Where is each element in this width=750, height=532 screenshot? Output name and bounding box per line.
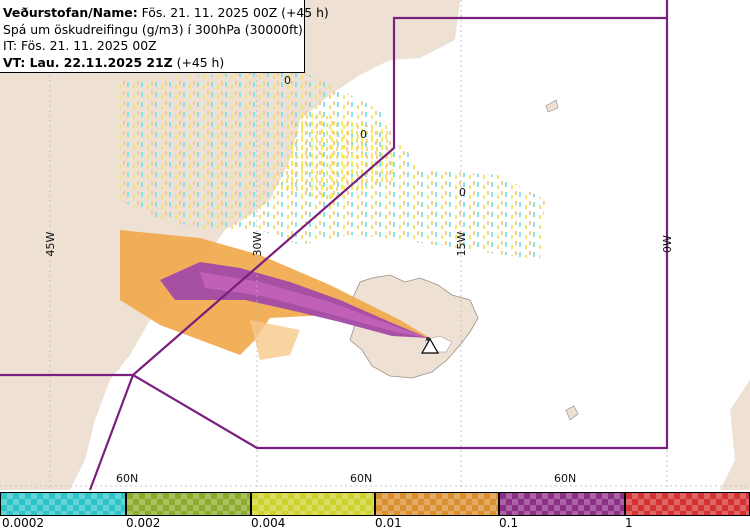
agency-name: Veðurstofan/Name: — [3, 5, 138, 20]
concentration-legend — [0, 490, 750, 532]
ash-dispersion-map — [0, 0, 750, 490]
legend-swatch-green — [126, 492, 251, 516]
small-island — [545, 99, 559, 113]
volcano-marker-icon — [420, 337, 440, 354]
header-line-3: IT: Fös. 21. 11. 2025 00Z — [3, 38, 157, 54]
legend-swatch-orange — [375, 492, 499, 516]
header-line-2: Spá um öskudreifingu (g/m3) í 300hPa (30… — [3, 21, 303, 37]
fir-boundary — [0, 0, 669, 490]
lat-label: 60N — [554, 472, 576, 485]
legend-tick-label: 0.002 — [126, 516, 161, 530]
legend-swatch-yellow — [251, 492, 375, 516]
contour-zero-label: 0 — [284, 74, 291, 87]
lon-label-30w: 30W — [251, 231, 264, 256]
valid-time: VT: Lau. 22.11.2025 21Z — [3, 54, 173, 70]
grid-label-layer: 45W 30W 15W 0W 60N 60N 60N 0 0 0 — [44, 74, 674, 485]
lat-label: 60N — [116, 472, 138, 485]
lon-label-0w: 0W — [661, 235, 674, 253]
legend-tick-label: 0.0002 — [2, 516, 44, 530]
forecast-header: Veðurstofan/Name: Fös. 21. 11. 2025 00Z … — [0, 0, 329, 73]
ash-low-concentration-core — [280, 110, 395, 200]
legend-swatch-cyan — [0, 492, 126, 516]
greenland-west-strip — [0, 70, 120, 370]
legend-swatch-purple — [499, 492, 625, 516]
legend-swatch-red — [625, 492, 750, 516]
ash-mid-light — [250, 320, 300, 360]
contour-zero-label: 0 — [360, 128, 367, 141]
legend-tick-label: 1 — [625, 516, 633, 530]
legend-tick-label: 0.1 — [499, 516, 519, 530]
lat-label: 60N — [350, 472, 372, 485]
header-line-4: VT: Lau. 22.11.2025 21Z (+45 h) — [3, 55, 304, 72]
volcano-source-icon — [426, 337, 430, 341]
lon-label-45w: 45W — [44, 231, 57, 256]
forecast-date: Fös. 21. 11. 2025 00Z (+45 h) — [137, 5, 329, 20]
small-island — [565, 405, 579, 421]
valid-offset: (+45 h) — [172, 54, 225, 70]
ash-high-core — [200, 272, 428, 338]
norway-coast — [720, 380, 750, 490]
header-line-1: Veðurstofan/Name: Fös. 21. 11. 2025 00Z … — [3, 5, 329, 22]
lon-label-15w: 15W — [455, 231, 468, 256]
contour-zero-label: 0 — [459, 186, 466, 199]
legend-tick-label: 0.01 — [375, 516, 402, 530]
legend-tick-label: 0.004 — [251, 516, 286, 530]
